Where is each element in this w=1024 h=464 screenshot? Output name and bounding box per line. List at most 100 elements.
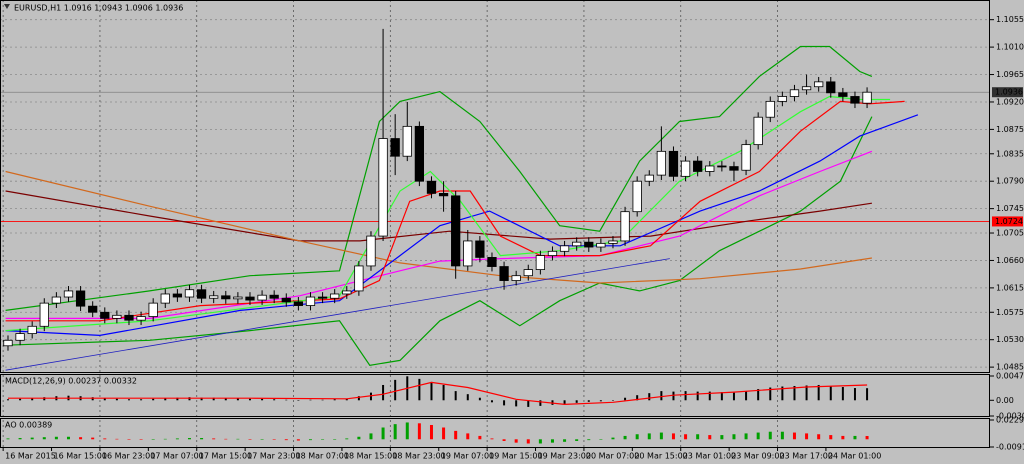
candle-body: [705, 165, 715, 172]
macd-bar: [454, 391, 457, 401]
price-label-box: [992, 216, 1023, 227]
y-tick-label: 1.0705: [996, 229, 1024, 238]
candle-body: [487, 257, 497, 267]
ao-bar: [369, 433, 373, 440]
macd-bar: [103, 398, 106, 401]
ao-bar: [454, 430, 458, 440]
ao-pane-frame: [0, 418, 990, 448]
macd-bar: [394, 379, 397, 401]
candle-body: [668, 150, 679, 177]
ao-bar: [393, 424, 397, 440]
candle-body: [51, 296, 62, 304]
ao-bar: [212, 438, 216, 440]
candle-body: [475, 240, 485, 258]
x-tick-label: 17 Mar 07:00: [150, 452, 203, 461]
ao-bar: [708, 435, 712, 440]
candle-body: [535, 255, 546, 270]
ao-bar: [587, 439, 591, 441]
ao-bar: [575, 439, 579, 441]
macd-bar: [140, 399, 143, 401]
ao-bar: [478, 435, 482, 440]
candle-body: [209, 295, 219, 299]
ao-bar: [381, 427, 385, 440]
ao-bar: [611, 437, 615, 440]
candle-body: [75, 290, 86, 307]
ao-bar: [260, 439, 264, 440]
macd-bar: [745, 391, 748, 401]
indicator-line: [5, 45, 873, 311]
candle-body: [632, 180, 642, 213]
candle-body: [196, 289, 207, 299]
price-label: 1.0724: [995, 217, 1023, 226]
candle-body: [378, 138, 388, 237]
ao-bar: [224, 438, 228, 440]
ao-bar: [308, 439, 312, 441]
ao-bar: [127, 439, 131, 440]
macd-bar: [418, 378, 421, 401]
y-tick-label: 1.0745: [996, 204, 1024, 213]
macd-bar: [200, 397, 203, 401]
candle-body: [753, 116, 763, 146]
macd-bar: [805, 385, 808, 401]
macd-bar: [19, 398, 22, 401]
ao-bar: [139, 439, 143, 440]
ao-bar: [79, 437, 83, 440]
x-tick-label: 16 Mar 23:00: [102, 452, 155, 461]
indicator-line: [5, 258, 670, 371]
macd-bar: [696, 391, 699, 401]
macd-bar: [793, 386, 796, 401]
ao-bar: [163, 438, 167, 440]
y-tick-label: 1.0920: [996, 97, 1024, 106]
x-tick-label: 18 Mar 07:00: [296, 452, 349, 461]
macd-bar: [503, 400, 506, 406]
chart-title: EURUSD,H1 1.0916 1.0943 1.0906 1.0936: [14, 4, 183, 13]
y-tick-label: 1.1055: [996, 15, 1024, 24]
candle-body: [330, 293, 340, 299]
candle-body: [596, 242, 606, 248]
macd-bar: [152, 398, 155, 401]
candle-body: [523, 269, 533, 277]
ao-bar: [514, 439, 518, 443]
macd-bar: [442, 384, 445, 401]
ao-bar: [6, 438, 10, 440]
ao-bar: [659, 432, 663, 440]
ao-bar: [538, 439, 542, 444]
y-tick-label: 1.0790: [996, 177, 1024, 186]
ao-bar: [853, 435, 857, 440]
candle-body: [172, 293, 183, 298]
candle-body: [620, 211, 630, 242]
macd-bar: [236, 398, 239, 401]
ao-bar: [175, 438, 179, 440]
macd-bar: [648, 393, 651, 401]
ao-bar: [18, 438, 22, 440]
ao-bar: [647, 433, 651, 440]
macd-bar: [115, 398, 118, 401]
indicator-line: [5, 100, 905, 322]
x-tick-label: 23 Mar 01:00: [683, 452, 736, 461]
indicator-line: [5, 114, 919, 337]
x-tick-label: 18 Mar 15:00: [344, 452, 397, 461]
ao-bar: [321, 439, 325, 440]
ao-bar: [805, 433, 809, 440]
x-tick-label: 20 Mar 07:00: [586, 452, 639, 461]
ao-bar: [865, 436, 869, 440]
candle-body: [765, 100, 775, 118]
macd-bar: [527, 400, 530, 407]
y-tick-label: 1.0835: [996, 149, 1024, 158]
x-tick-label: 23 Mar 17:00: [780, 452, 833, 461]
ao-bar: [187, 438, 191, 440]
ao-bar: [200, 438, 204, 440]
candle-body: [257, 294, 267, 301]
ao-bar: [756, 432, 760, 440]
ao-bar: [91, 437, 95, 440]
candle-body: [15, 333, 25, 341]
candle-body: [124, 314, 134, 321]
ao-bar: [442, 427, 446, 440]
candle-body: [680, 160, 691, 177]
macd-bar: [660, 391, 663, 401]
ao-bar: [405, 422, 409, 440]
indicator-line: [5, 95, 891, 332]
macd-bar: [6, 399, 9, 401]
ao-bar: [841, 435, 845, 440]
ao-bar: [744, 433, 748, 440]
